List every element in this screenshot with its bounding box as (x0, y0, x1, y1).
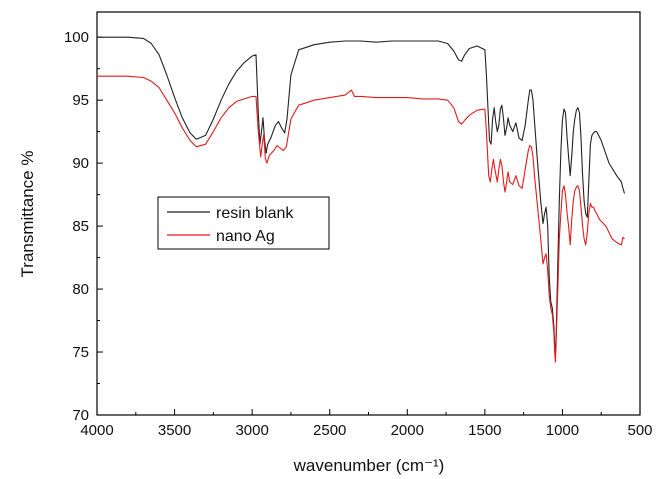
y-tick-label: 95 (72, 92, 89, 109)
x-tick-label: 1000 (546, 422, 579, 439)
legend-label-resin-blank: resin blank (216, 205, 294, 222)
x-tick-label: 3000 (235, 422, 268, 439)
x-tick-label: 500 (627, 422, 652, 439)
y-tick-label: 90 (72, 155, 89, 172)
legend-box (157, 196, 330, 250)
series-line-resin-blank (97, 36, 626, 356)
x-tick-label: 1500 (468, 422, 501, 439)
x-tick-label: 2500 (313, 422, 346, 439)
axis-ticks: 4000 3500 3000 2500 2000 1500 1000 500 70 75 80 85 9… (64, 29, 653, 439)
y-tick-label: 80 (72, 281, 89, 298)
x-tick-label: 3500 (158, 422, 191, 439)
series-group (97, 36, 626, 363)
y-tick-label: 75 (72, 344, 89, 361)
y-tick-label: 100 (64, 29, 89, 46)
x-tick-label: 2000 (391, 422, 424, 439)
legend: resin blank nano Ag (157, 196, 330, 250)
legend-label-nano-ag: nano Ag (216, 228, 275, 245)
x-axis-title: wavenumber (cm⁻¹) (293, 456, 445, 475)
y-axis-title: Transmittance % (18, 151, 37, 278)
x-tick-label: 4000 (80, 422, 113, 439)
series-line-nano-ag (97, 75, 625, 363)
y-tick-label: 85 (72, 218, 89, 235)
y-tick-label: 70 (72, 407, 89, 424)
